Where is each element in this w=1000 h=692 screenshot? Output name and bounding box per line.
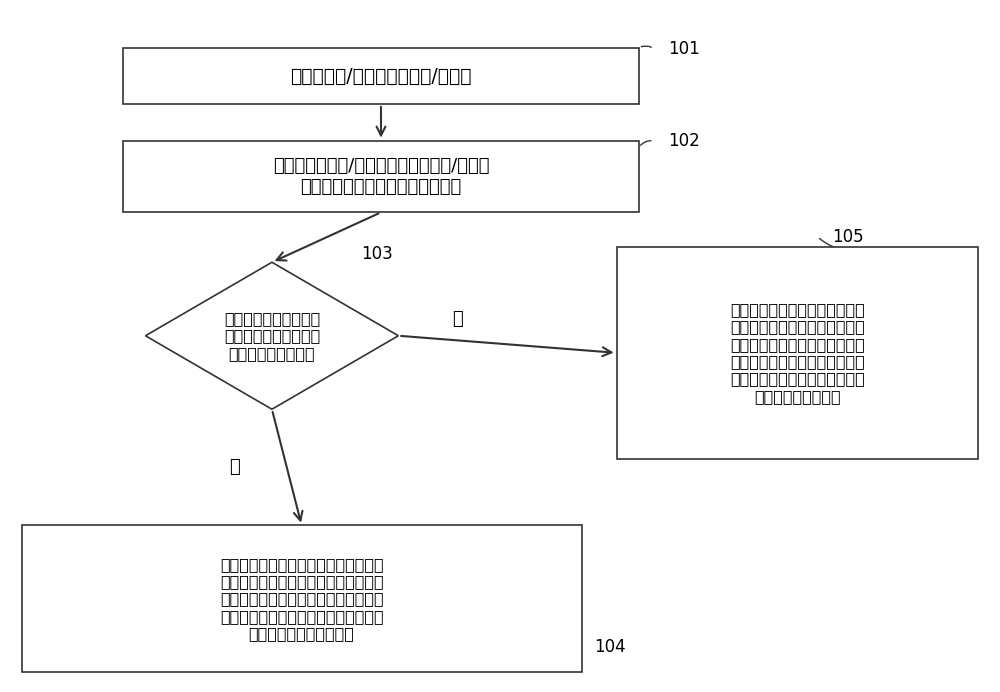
- Bar: [123, 48, 639, 104]
- Bar: [123, 140, 639, 212]
- Text: 获得所述全空气空调系统的工作
模式为最大新风量工作模式，所
述最大新风量工作模式下新风阀
开度值为预设的第二开度值，回
风阀开度值为全开开度值与所述
第二开度值: 获得所述全空气空调系统的工作 模式为最大新风量工作模式，所 述最大新风量工作模式…: [730, 302, 865, 404]
- Text: 103: 103: [361, 245, 393, 263]
- Text: 102: 102: [669, 132, 700, 150]
- Text: 是: 是: [229, 458, 240, 476]
- Polygon shape: [145, 262, 398, 409]
- Text: 104: 104: [594, 638, 626, 656]
- Text: 根据所述新风温/湿度值和所述回风温/湿度值
分别计算得到新风焓值和回风焓值: 根据所述新风温/湿度值和所述回风温/湿度值 分别计算得到新风焓值和回风焓值: [273, 157, 489, 196]
- Text: 接收新风温/湿度值和回风温/湿度值: 接收新风温/湿度值和回风温/湿度值: [290, 66, 472, 85]
- Text: 获得所述全空气空调系统的工作模式为
最小新风量工作模式，所述最小新风量
工作模式下新风阀开度值为预设的第一
开度值，回风阀开度值为全开开度值与
所述第一开度值的: 获得所述全空气空调系统的工作模式为 最小新风量工作模式，所述最小新风量 工作模式…: [220, 556, 383, 641]
- Text: 所述新风焓值与所述回
风焓值的差值的绝对值
大于所述预设差值？: 所述新风焓值与所述回 风焓值的差值的绝对值 大于所述预设差值？: [224, 311, 320, 361]
- Bar: [22, 525, 582, 673]
- Text: 101: 101: [669, 39, 700, 57]
- Text: 否: 否: [452, 309, 463, 327]
- Bar: [617, 247, 978, 459]
- Text: 105: 105: [832, 228, 864, 246]
